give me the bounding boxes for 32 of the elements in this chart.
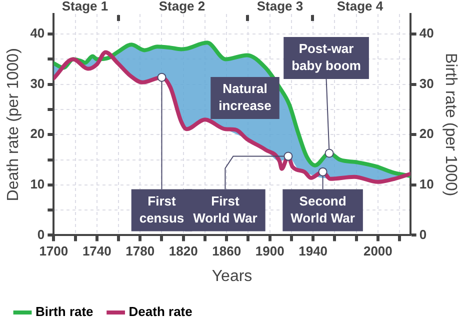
y-tick-label: 10 [30,176,45,192]
annotation: First World War [193,193,258,226]
annotation: Second World War [290,193,355,226]
legend-label: Birth rate [36,304,94,320]
x-tick-label: 1820 [168,244,198,259]
y-tick-label: 0 [37,226,45,242]
y2-axis-title: Birth rate (per 1000) [442,53,459,196]
annotation: Post-war baby boom [292,41,361,74]
y2-tick-label: 40 [419,26,434,41]
x-tick-label: 1700 [39,244,68,259]
text: Stage 3 [256,0,304,14]
y-axis-title: Death rate (per 1000) [5,48,22,202]
y-tick-label: 20 [30,126,45,142]
y2-tick-label: 20 [419,126,434,142]
text: Stage 2 [158,0,206,14]
x-tick-label: 1860 [212,244,242,259]
x-tick-label: 1900 [255,244,284,259]
y2-tick-label: 30 [419,76,434,91]
x-axis-title: Years [212,268,252,285]
legend-label: Death rate [128,304,192,320]
text: Stage 1 [62,0,108,14]
x-tick-label: 1780 [126,244,155,259]
annotation: First census [139,193,184,226]
y2-tick-label: 10 [419,176,434,192]
y2-tick-label: 0 [419,226,427,242]
x-tick-label: 1740 [82,244,112,259]
y-tick-label: 30 [30,76,45,91]
x-tick-label: 1940 [298,244,328,259]
text: Stage 4 [336,0,384,14]
y-tick-label: 40 [30,26,45,41]
x-tick-label: 2000 [363,244,392,259]
annotation: Natural increase [218,81,272,114]
